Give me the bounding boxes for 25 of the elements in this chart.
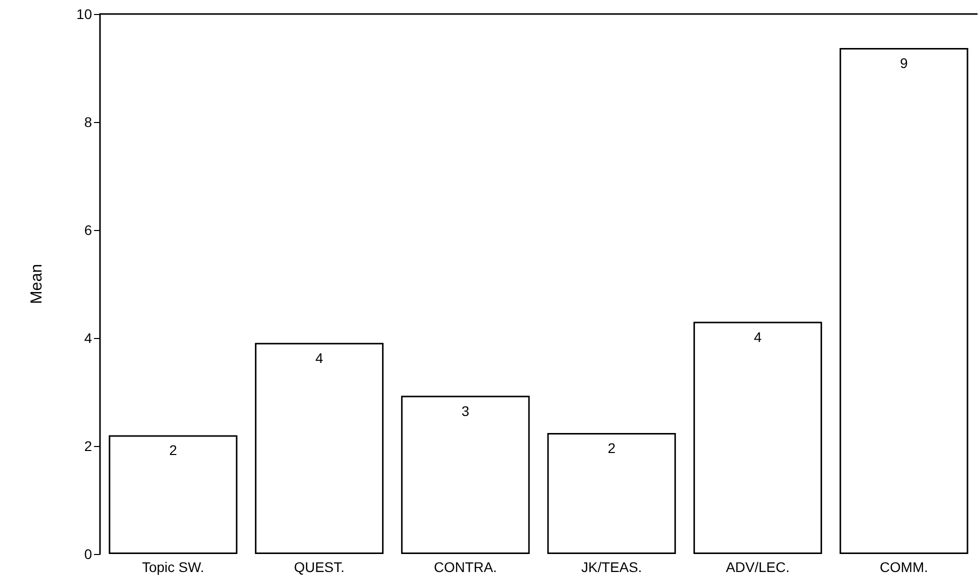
x-tick-label: COMM. <box>880 559 928 575</box>
bar <box>547 433 676 554</box>
y-tick-label: 4 <box>84 330 92 346</box>
x-tick-label: ADV/LEC. <box>726 559 790 575</box>
data-label: 2 <box>169 442 178 458</box>
y-tick-label: 10 <box>76 6 92 22</box>
data-label: 9 <box>900 55 908 72</box>
bar <box>401 396 530 554</box>
x-tick-label: Topic SW. <box>142 559 204 575</box>
bar <box>108 435 238 554</box>
y-tick-label: 0 <box>84 546 92 562</box>
data-label: 2 <box>608 440 616 456</box>
y-axis-title: Mean <box>28 264 46 304</box>
y-tick-label: 8 <box>84 114 92 130</box>
y-tick-label: 2 <box>84 438 92 454</box>
x-tick-label: CONTRA. <box>434 559 497 575</box>
data-label: 3 <box>462 402 470 419</box>
x-tick-label: QUEST. <box>294 559 345 575</box>
bar <box>693 322 822 554</box>
bar <box>254 342 384 554</box>
data-label: 4 <box>315 350 324 366</box>
data-label: 4 <box>754 328 762 345</box>
x-tick-label: JK/TEAS. <box>581 559 642 575</box>
bar <box>840 48 968 554</box>
y-tick-label: 6 <box>84 222 92 238</box>
